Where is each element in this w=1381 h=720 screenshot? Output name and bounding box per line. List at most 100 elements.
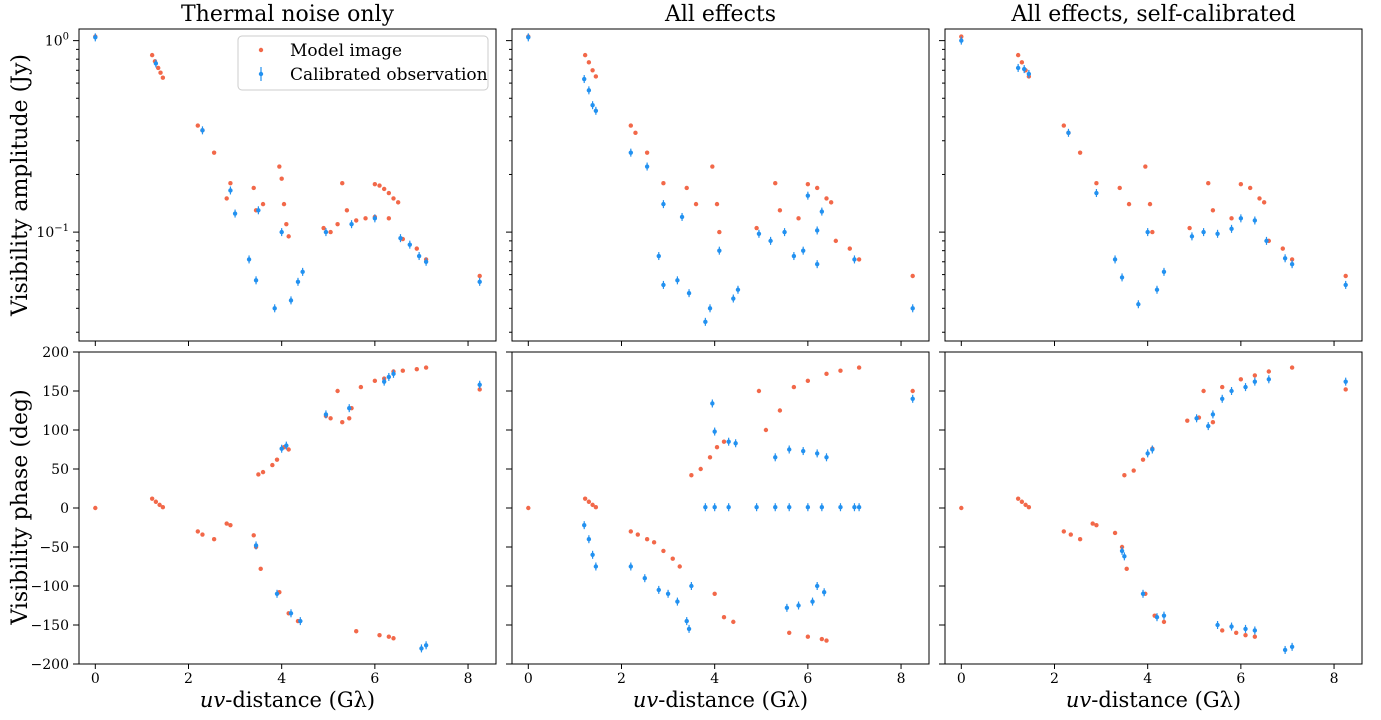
model-point [590, 502, 595, 508]
observation-point [1243, 626, 1248, 632]
model-point [787, 630, 792, 635]
x-tick-label: 4 [277, 671, 286, 687]
observation-point [398, 235, 403, 241]
model-point [633, 130, 638, 136]
model-point [1143, 164, 1148, 169]
observation-point [644, 164, 650, 169]
observation-point [419, 646, 424, 651]
model-point [1252, 634, 1258, 639]
panel-frame [511, 351, 930, 665]
model-point [824, 371, 829, 377]
model-point [372, 181, 378, 187]
y-tick-label: 0 [60, 501, 69, 517]
panel-amplitude-3: All effects, self-calibrated [939, 2, 1363, 346]
observation-point [1145, 229, 1150, 235]
series-calibrated-observation [93, 33, 482, 313]
model-point [423, 365, 429, 370]
observation-point [1026, 71, 1032, 77]
observation-point [726, 439, 731, 444]
observation-point [1210, 412, 1216, 417]
series-model-image [959, 365, 1348, 639]
y-tick-label: −200 [31, 657, 69, 673]
observation-point [824, 455, 829, 460]
model-point [335, 221, 340, 227]
model-point [195, 529, 201, 534]
model-point [1247, 185, 1253, 191]
legend-box [237, 35, 489, 91]
model-point [340, 420, 345, 425]
model-point [1243, 632, 1248, 638]
model-point [582, 52, 588, 58]
observation-point [477, 382, 482, 387]
model-point [284, 221, 289, 227]
observation-point [253, 543, 259, 548]
observation-point [754, 505, 759, 510]
model-point [1220, 384, 1225, 390]
observation-point [784, 605, 790, 611]
model-point [414, 366, 419, 372]
observation-point [686, 290, 692, 296]
model-point [1206, 181, 1211, 186]
observation-point [582, 76, 587, 82]
observation-point [593, 108, 599, 114]
observation-point [1220, 396, 1225, 401]
model-point [710, 164, 715, 169]
model-point [224, 196, 229, 201]
x-tick-label: 0 [91, 671, 100, 687]
model-point [211, 537, 217, 542]
x-tick-label: 6 [1236, 671, 1245, 687]
model-point [805, 378, 811, 384]
model-point [153, 499, 159, 504]
model-point [1094, 181, 1099, 186]
x-tick-label: 6 [370, 671, 379, 687]
observation-point [1252, 218, 1258, 223]
model-point [328, 416, 333, 421]
observation-point [735, 287, 741, 292]
observation-point [814, 228, 820, 233]
model-point [1117, 185, 1122, 191]
model-point [251, 185, 256, 191]
observation-point [1189, 234, 1195, 239]
observation-point [288, 298, 294, 303]
model-point [910, 273, 915, 279]
observation-point [959, 38, 964, 43]
observation-point [228, 188, 233, 193]
model-point [959, 505, 964, 511]
series-model-image [526, 365, 915, 643]
model-point [593, 74, 599, 79]
model-point [340, 181, 345, 186]
model-point [386, 634, 392, 639]
observation-point [246, 257, 252, 262]
model-point [828, 200, 834, 205]
model-point [157, 502, 162, 508]
model-point [582, 496, 588, 501]
observation-point [300, 269, 305, 275]
observation-point [1140, 591, 1146, 596]
observation-point [679, 214, 685, 220]
y-tick-label: −50 [39, 540, 69, 556]
observation-point [910, 396, 915, 401]
model-point [1140, 457, 1146, 462]
model-point [344, 208, 350, 213]
observation-point [386, 374, 392, 380]
model-point [228, 522, 233, 528]
model-point [93, 505, 98, 511]
observation-point [253, 278, 259, 283]
model-point [149, 52, 155, 58]
observation-point [810, 599, 815, 604]
model-point [260, 469, 266, 475]
observation-point [661, 201, 666, 207]
y-tick-label: −100 [31, 579, 69, 595]
legend-model-label: Model image [290, 41, 402, 61]
model-point [286, 234, 291, 239]
model-point [158, 70, 163, 75]
model-point [279, 176, 284, 181]
observation-point [852, 505, 857, 510]
observation-point [1122, 554, 1127, 559]
model-point [354, 218, 359, 223]
model-point [847, 246, 852, 251]
model-point [661, 181, 666, 186]
model-point [386, 216, 392, 221]
panel-frame [511, 28, 930, 342]
